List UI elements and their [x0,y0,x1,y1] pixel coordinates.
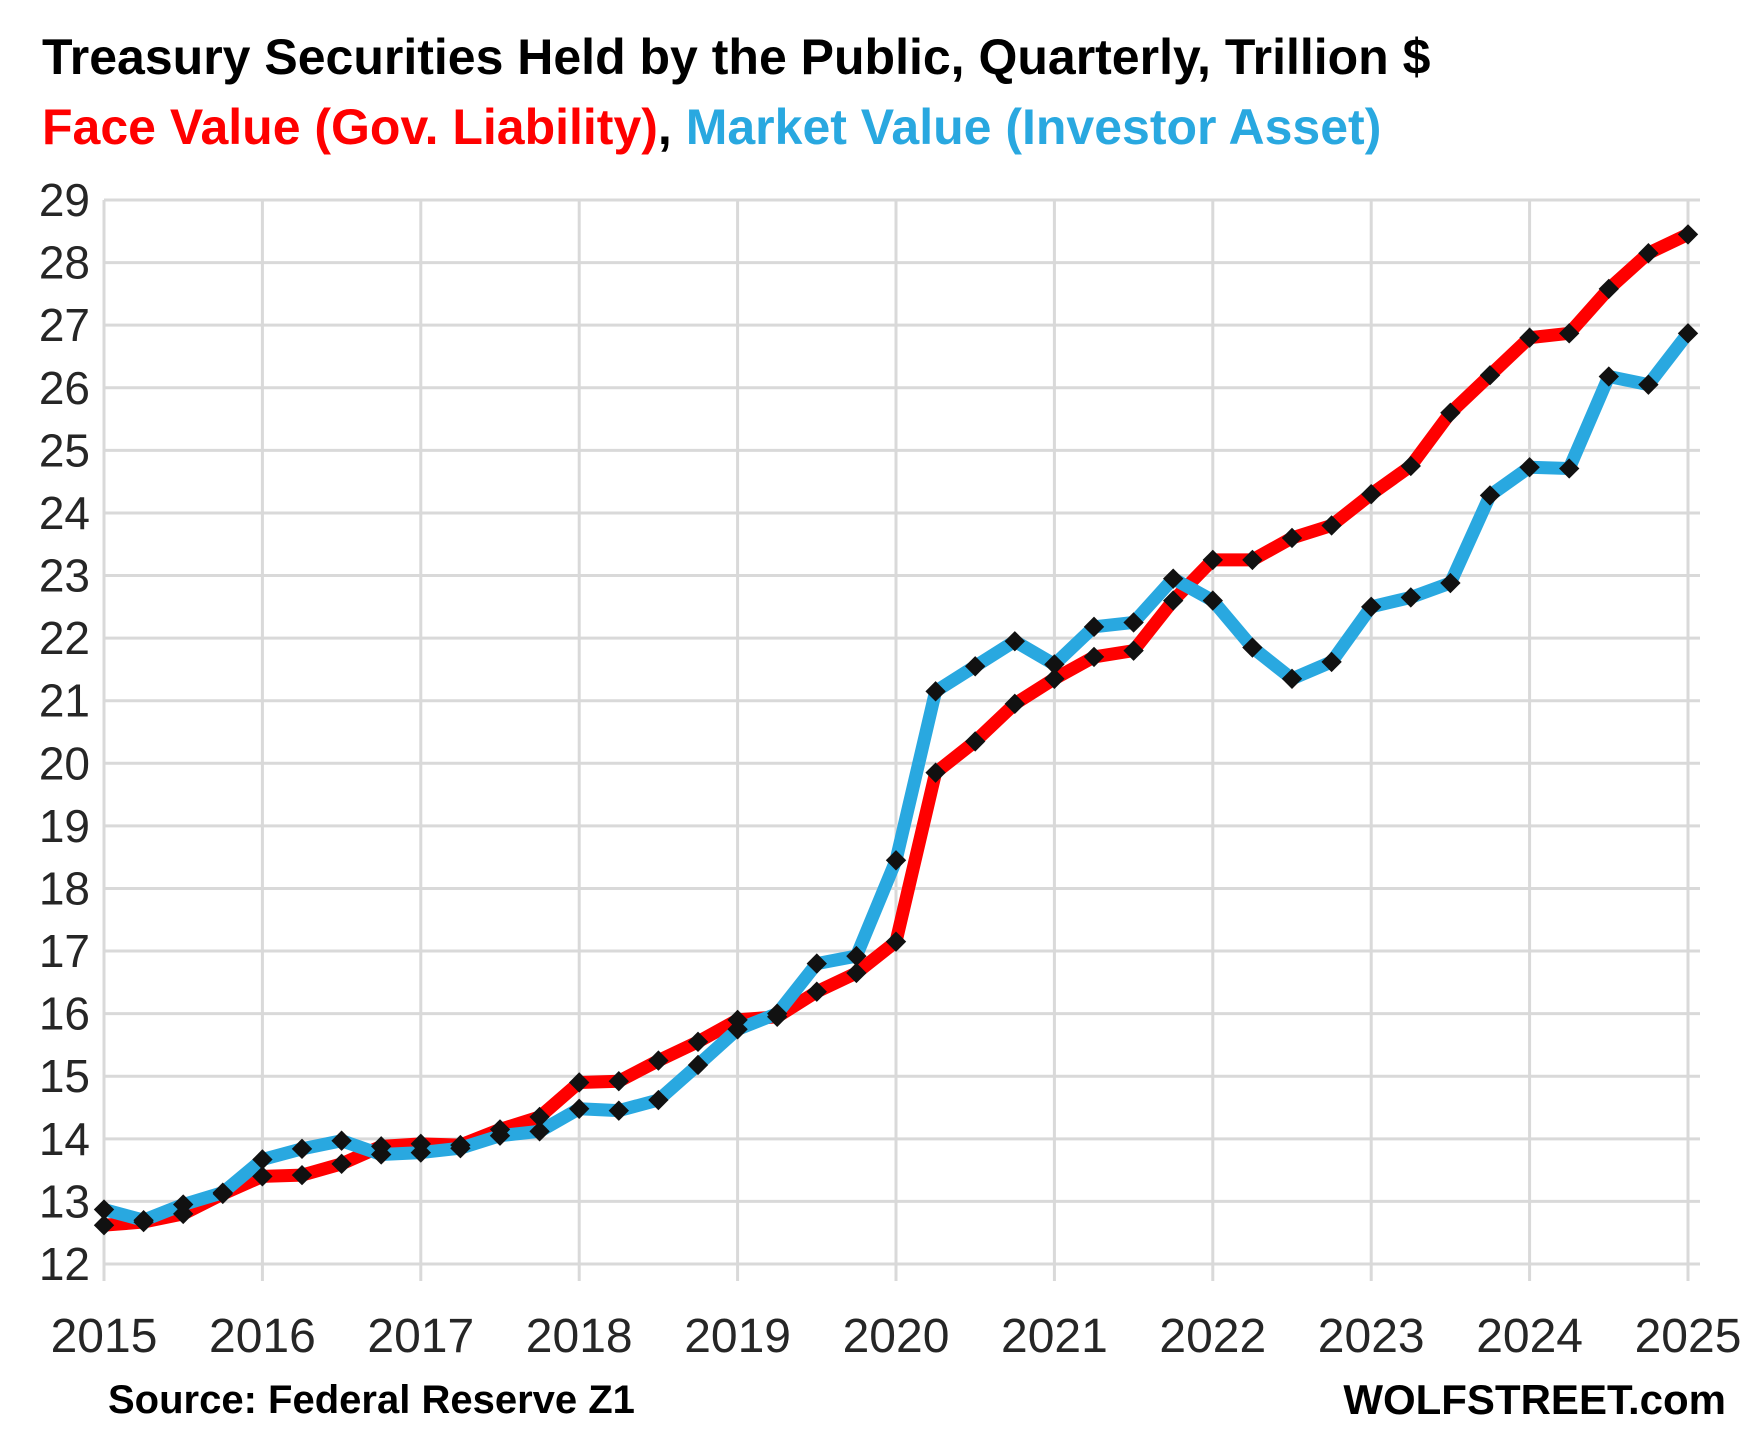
face-value-data-point-marker [687,1031,709,1052]
market-value-data-point-marker [1004,631,1025,652]
face-value-data-point-marker [1202,549,1223,571]
x-tick-label: 2023 [1318,1310,1425,1363]
y-tick-label: 13 [39,1175,90,1227]
x-tick-label: 2015 [51,1310,158,1363]
face-value-data-point-marker [648,1050,669,1071]
market-value-data-point-marker [569,1098,590,1119]
face-value-data-point-marker [806,981,827,1002]
face-value-data-point-marker [1083,646,1105,668]
market-value-data-point-marker [1361,596,1382,618]
market-value-data-point-marker [1321,651,1342,673]
market-value-data-point-marker [1123,612,1144,633]
market-value-data-point-marker [529,1121,550,1142]
x-tick-label: 2025 [1635,1310,1742,1363]
face-value-data-point-marker [608,1071,629,1092]
market-value-data-point-marker [1638,374,1659,395]
market-value-data-point-marker [252,1149,273,1170]
y-tick-label: 16 [39,988,90,1040]
market-value-data-point-marker [846,945,867,967]
y-tick-label: 22 [39,612,90,664]
x-tick-label: 2017 [367,1310,474,1363]
y-tick-label: 20 [39,737,90,789]
source-note: Source: Federal Reserve Z1 [108,1378,635,1422]
y-tick-label: 15 [39,1050,90,1102]
face-value-data-point-marker [291,1164,313,1186]
face-value-data-point-marker [1440,402,1461,423]
y-tick-label: 21 [39,675,90,727]
market-value-data-point-marker [687,1054,709,1076]
market-value-data-point-marker [410,1142,431,1163]
market-value-data-point-marker [885,850,907,871]
legend-separator: , [657,99,686,155]
y-tick-label: 25 [39,424,90,476]
face-value-data-point-marker [1163,590,1184,611]
face-value-data-point-marker [1242,549,1263,571]
face-value-data-point-marker [1004,693,1025,715]
market-value-data-point-marker [608,1100,629,1121]
y-tick-label: 29 [39,174,90,226]
legend-market-value-label: Market Value (Investor Asset) [685,99,1382,155]
market-value-data-point-marker [767,1003,788,1024]
face-value-data-point-marker [1123,640,1144,661]
face-value-data-point-marker [885,931,907,952]
y-tick-label: 18 [39,862,90,914]
x-tick-label: 2020 [843,1310,950,1363]
x-tick-label: 2018 [526,1310,633,1363]
face-value-data-point-marker [529,1106,550,1128]
y-tick-label: 14 [39,1113,90,1165]
face-value-data-point-marker [93,1215,115,1236]
y-tick-label: 17 [39,925,90,977]
x-tick-label: 2021 [1001,1310,1108,1363]
face-value-data-point-marker [846,962,867,984]
face-value-data-point-marker [569,1072,590,1093]
y-tick-label: 19 [39,800,90,852]
x-tick-label: 2024 [1476,1310,1583,1363]
face-value-data-point-marker [1638,243,1659,264]
market-value-data-point-marker [1281,668,1303,689]
y-tick-label: 24 [39,487,90,539]
face-value-data-point-marker [965,731,986,752]
market-value-data-point-marker [806,953,827,974]
market-value-data-point-marker [727,1019,748,1040]
y-tick-label: 12 [39,1238,90,1290]
market-value-data-point-marker [1163,568,1184,589]
chart-header: Treasury Securities Held by the Public, … [42,22,1430,162]
y-tick-label: 23 [39,550,90,602]
y-tick-label: 26 [39,362,90,414]
y-tick-label: 28 [39,237,90,289]
market-value-data-point-marker [648,1089,669,1111]
x-tick-label: 2016 [209,1310,316,1363]
x-tick-label: 2019 [684,1310,791,1363]
market-value-data-point-marker [965,656,986,677]
legend-face-value-label: Face Value (Gov. Liability) [42,99,658,155]
chart-title: Treasury Securities Held by the Public, … [42,29,1431,85]
face-value-data-point-marker [925,762,946,783]
market-value-data-point-marker [1242,637,1263,658]
chart-subtitle: Face Value (Gov. Liability), Market Valu… [42,92,1430,162]
x-tick-label: 2022 [1159,1310,1266,1363]
market-value-data-point-marker [1598,366,1619,387]
y-tick-label: 27 [39,299,90,351]
market-value-data-point-marker [1440,572,1461,594]
branding-wolfstreet: WOLFSTREET.com [1343,1376,1726,1423]
